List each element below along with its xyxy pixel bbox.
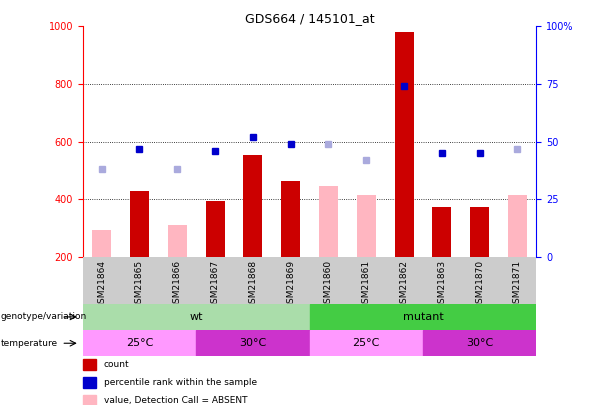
Bar (395, 32, 414, 257)
Text: GSM21866: GSM21866 (173, 260, 182, 309)
Bar (130, 191, 149, 257)
Text: GSM21861: GSM21861 (362, 260, 371, 309)
Text: GSM21870: GSM21870 (475, 260, 484, 309)
Bar (83, 304, 310, 330)
Bar (243, 155, 262, 257)
Text: genotype/variation: genotype/variation (1, 312, 87, 322)
Bar (357, 195, 376, 257)
Text: GSM21868: GSM21868 (248, 260, 257, 309)
Bar (432, 207, 451, 257)
Text: 30°C: 30°C (466, 338, 493, 348)
Bar (83, 359, 96, 370)
Text: value, Detection Call = ABSENT: value, Detection Call = ABSENT (104, 396, 247, 405)
Text: GSM21867: GSM21867 (210, 260, 219, 309)
Title: GDS664 / 145101_at: GDS664 / 145101_at (245, 12, 375, 25)
Bar (83, 377, 96, 388)
Text: 30°C: 30°C (239, 338, 267, 348)
Text: GSM21869: GSM21869 (286, 260, 295, 309)
Text: 25°C: 25°C (126, 338, 153, 348)
Text: 25°C: 25°C (352, 338, 380, 348)
Bar (196, 330, 310, 356)
Bar (470, 207, 489, 257)
Bar (423, 330, 536, 356)
Text: wt: wt (189, 312, 203, 322)
Bar (319, 186, 338, 257)
Text: GSM21864: GSM21864 (97, 260, 106, 309)
Text: mutant: mutant (403, 312, 443, 322)
Bar (281, 181, 300, 257)
Bar (168, 226, 187, 257)
Text: percentile rank within the sample: percentile rank within the sample (104, 378, 257, 387)
Bar (83, 330, 196, 356)
Text: GSM21865: GSM21865 (135, 260, 144, 309)
Text: GSM21860: GSM21860 (324, 260, 333, 309)
Text: count: count (104, 360, 129, 369)
Bar (508, 195, 527, 257)
Text: temperature: temperature (1, 339, 58, 348)
Bar (310, 330, 423, 356)
Text: GSM21863: GSM21863 (437, 260, 446, 309)
Bar (92, 230, 111, 257)
Bar (205, 201, 224, 257)
Bar (83, 395, 96, 405)
Text: GSM21871: GSM21871 (513, 260, 522, 309)
Text: GSM21862: GSM21862 (400, 260, 409, 309)
Bar (310, 304, 536, 330)
